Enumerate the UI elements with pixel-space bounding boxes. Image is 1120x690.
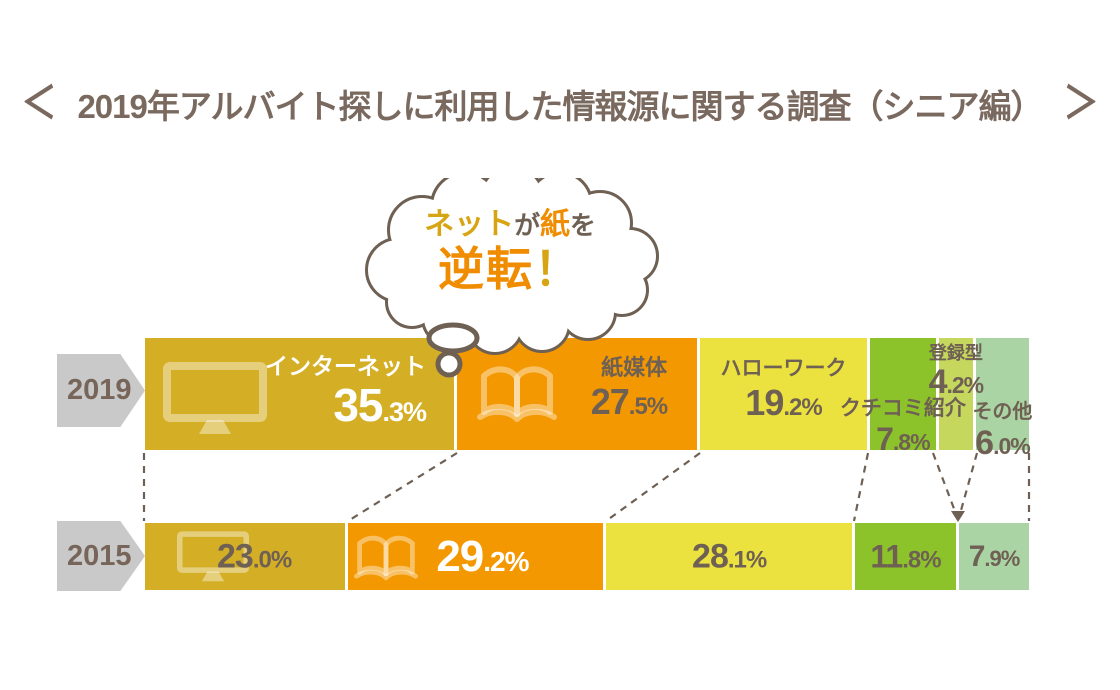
bar-segment-2015-internet: 23.0% bbox=[145, 523, 349, 590]
segment-label: インターネット bbox=[265, 353, 427, 379]
value-frac: .1% bbox=[727, 546, 767, 574]
callout-line2: 逆転！ bbox=[350, 246, 670, 292]
segment-value: 19.2% bbox=[745, 383, 822, 422]
value-int: 27 bbox=[590, 380, 630, 422]
callout-net: ネット bbox=[424, 208, 515, 241]
book-icon bbox=[354, 535, 419, 581]
year-label-2019: 2019 bbox=[57, 354, 145, 427]
bar-segment-2019-internet: インターネット 35.3% bbox=[145, 338, 458, 450]
callout-kami: 紙 bbox=[540, 208, 570, 241]
segment-value: 7.8% bbox=[876, 421, 930, 456]
value-int: 4 bbox=[928, 363, 948, 402]
bar-segment-2015-hellowork: 28.1% bbox=[606, 523, 855, 590]
connector-registration-left bbox=[931, 452, 958, 515]
title-text: 2019年アルバイト探しに利用した情報源に関する調査（シニア編） bbox=[77, 88, 1043, 125]
value-frac: .2% bbox=[483, 545, 529, 577]
callout-ga: が bbox=[514, 212, 540, 240]
stacked-bar-2015: 23.0% 29.2% 28.1% 11.8% 7.9% bbox=[145, 523, 1029, 590]
year-label-2015: 2015 bbox=[57, 521, 145, 591]
segment-label: その他 bbox=[972, 401, 1033, 423]
value-frac: .9% bbox=[984, 545, 1020, 571]
connector-print-boundary bbox=[605, 452, 701, 522]
segment-value: 4.2% bbox=[929, 364, 985, 401]
bar-segment-2015-print-media: 29.2% bbox=[348, 523, 607, 590]
value-int: 35 bbox=[333, 378, 383, 431]
bar-segment-2019-other: その他 6.0% bbox=[972, 338, 1032, 461]
monitor-icon bbox=[177, 531, 249, 582]
value-int: 11 bbox=[870, 538, 903, 575]
title-bracket-left: ＜ bbox=[21, 79, 58, 128]
bar-segment-2019-registration-type: 登録型 4.2% bbox=[929, 338, 984, 450]
book-icon bbox=[477, 366, 558, 422]
stacked-bar-2019: インターネット 35.3% 紙媒体 27.5% ハローワーク 19.2% クチ bbox=[145, 338, 1032, 461]
value-frac: .2% bbox=[946, 372, 985, 399]
callout-gyakuten: 逆転 bbox=[438, 243, 534, 295]
segment-value: 23.0% bbox=[217, 538, 292, 575]
value-frac: .3% bbox=[382, 396, 428, 427]
segment-value: 35.3% bbox=[333, 380, 427, 430]
value-int: 7 bbox=[876, 420, 894, 457]
value-int: 23 bbox=[217, 537, 254, 576]
value-frac: .2% bbox=[783, 393, 822, 421]
page-title: ＜ 2019年アルバイト探しに利用した情報源に関する調査（シニア編） ＞ bbox=[0, 80, 1120, 128]
value-frac: .0% bbox=[993, 432, 1031, 459]
year-text: 2015 bbox=[67, 539, 132, 572]
value-frac: .8% bbox=[902, 546, 941, 574]
bar-segment-2019-print-media: 紙媒体 27.5% bbox=[457, 338, 701, 450]
segment-value: 28.1% bbox=[692, 538, 767, 575]
segment-value: 29.2% bbox=[436, 532, 529, 580]
value-int: 28 bbox=[692, 537, 729, 576]
value-int: 29 bbox=[436, 531, 484, 581]
connector-arrowhead bbox=[951, 511, 965, 522]
callout-line1: ネットが紙を bbox=[350, 210, 670, 240]
bar-segment-2015-word-of-mouth: 11.8% bbox=[854, 523, 960, 590]
connector-internet-boundary bbox=[347, 452, 458, 522]
segment-label: 紙媒体 bbox=[601, 355, 668, 380]
bar-segment-2019-word-of-mouth: クチコミ紹介 7.8% bbox=[840, 338, 966, 456]
connector-hellowork-boundary bbox=[852, 452, 870, 522]
segment-label: 登録型 bbox=[928, 343, 983, 363]
segment-value: 11.8% bbox=[870, 539, 941, 574]
segment-value: 7.9% bbox=[969, 540, 1021, 572]
callout-wo: を bbox=[570, 212, 596, 240]
bar-segment-2019-hellowork: ハローワーク 19.2% bbox=[700, 338, 870, 450]
year-text: 2019 bbox=[67, 374, 132, 406]
connector-registration-right bbox=[958, 452, 979, 515]
segment-label: クチコミ紹介 bbox=[839, 397, 966, 420]
bar-segment-2015-other: 7.9% bbox=[959, 523, 1029, 590]
segment-value: 27.5% bbox=[591, 382, 668, 421]
segment-value: 6.0% bbox=[975, 424, 1031, 461]
value-frac: .0% bbox=[252, 546, 292, 574]
monitor-icon bbox=[163, 362, 267, 434]
value-int: 7 bbox=[968, 539, 986, 573]
value-frac: .8% bbox=[892, 428, 931, 455]
title-bracket-right: ＞ bbox=[1062, 79, 1099, 128]
callout-exclamation: ！ bbox=[534, 243, 582, 295]
value-int: 6 bbox=[975, 423, 994, 462]
segment-label: ハローワーク bbox=[720, 357, 847, 380]
value-frac: .5% bbox=[628, 392, 668, 420]
value-int: 19 bbox=[745, 381, 784, 423]
